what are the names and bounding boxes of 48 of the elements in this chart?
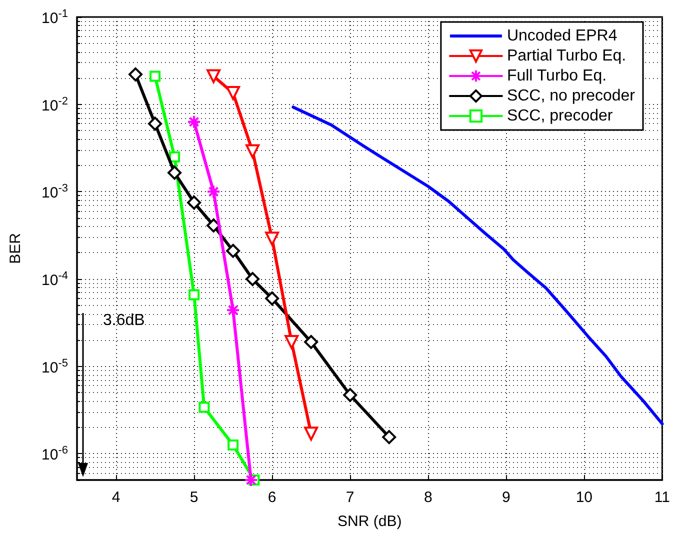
line-series [292, 106, 664, 426]
legend-label: SCC, no precoder [506, 88, 636, 104]
point [343, 388, 358, 402]
x-tick-label: 6 [268, 489, 276, 506]
point [304, 426, 318, 441]
point [304, 335, 318, 350]
legend-label: Uncoded EPR4 [506, 28, 618, 44]
x-tick-label: 7 [346, 489, 354, 506]
point [128, 67, 143, 82]
annotation: 3.6dB [103, 312, 145, 330]
point [246, 272, 260, 286]
y-tick-label: 10$^{-4}$ [42, 270, 68, 290]
point [168, 166, 182, 180]
point [188, 289, 200, 300]
point [226, 303, 240, 318]
point [150, 70, 161, 82]
x-tick-label: 4 [112, 489, 120, 506]
y-tick-label: 10$^{-6}$ [42, 444, 68, 464]
x-tick-label: 10 [576, 489, 593, 506]
point [244, 473, 258, 487]
point [265, 291, 280, 306]
point [187, 114, 202, 129]
point [228, 439, 239, 450]
y-tick-label: 10$^{-3}$ [42, 182, 68, 202]
x-tick-label: 9 [502, 489, 510, 506]
legend-label: Partial Turbo Eq. [506, 48, 626, 64]
y-tick-label: 10$^{-1}$ [42, 8, 68, 27]
point [284, 335, 299, 350]
x-tick-label: 8 [424, 489, 432, 506]
y-axis-title: BER [7, 232, 24, 264]
x-tick-label: 5 [190, 489, 198, 506]
point [206, 184, 221, 199]
x-axis-title: SNR (dB) [338, 513, 402, 530]
y-tick-label: 10$^{-2}$ [42, 95, 68, 114]
point [246, 144, 260, 158]
point [206, 69, 221, 84]
point [169, 151, 180, 162]
point [226, 86, 240, 100]
y-tick-label: 10$^{-5}$ [42, 357, 68, 376]
legend-label: SCC, precoder [506, 108, 614, 124]
point [226, 244, 240, 258]
point [198, 402, 210, 413]
point [148, 116, 162, 131]
point [382, 430, 396, 444]
x-tick-label: 11 [654, 489, 670, 506]
legend-label: Full Turbo Eq. [506, 68, 607, 84]
point [187, 196, 202, 210]
point [265, 232, 280, 246]
